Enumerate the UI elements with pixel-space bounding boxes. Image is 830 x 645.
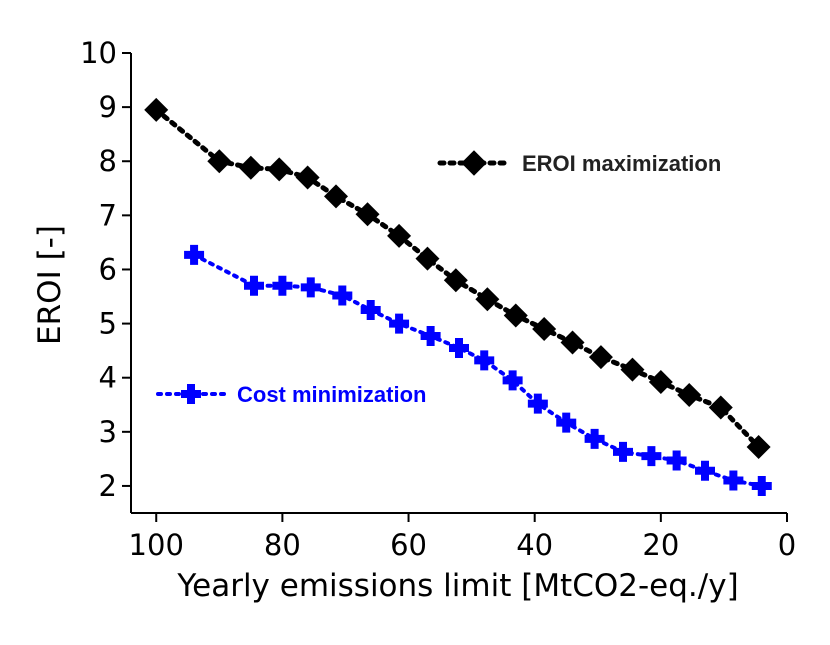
data-point-plus: [332, 285, 353, 306]
legend-cost-label: Cost minimization: [237, 382, 426, 407]
data-point-diamond: [560, 330, 585, 355]
x-tick-label: 100: [129, 528, 184, 562]
data-point-diamond: [588, 345, 613, 370]
data-point-diamond: [267, 157, 292, 182]
y-tick-label: 3: [99, 415, 117, 449]
series-cost-minimization: [184, 244, 772, 496]
series-layer: [144, 97, 772, 496]
data-point-plus: [723, 470, 744, 491]
legend-cost-minimization: Cost minimization: [156, 382, 426, 407]
legend-eroi-label: EROI maximization: [522, 151, 721, 176]
data-point-plus: [272, 275, 293, 296]
data-point-diamond: [324, 184, 348, 209]
y-tick-label: 10: [80, 36, 117, 70]
data-point-plus: [389, 313, 410, 334]
y-tick-label: 9: [99, 90, 117, 124]
data-point-diamond: [415, 246, 440, 271]
data-point-plus: [502, 370, 523, 391]
data-point-plus: [641, 446, 662, 467]
y-tick-label: 8: [99, 144, 117, 178]
legend-cost-plus-marker: [181, 384, 201, 404]
data-point-diamond: [475, 287, 500, 312]
legend-eroi-maximization: EROI maximization: [437, 150, 721, 176]
y-tick-label: 6: [99, 252, 117, 286]
data-point-diamond: [532, 317, 557, 341]
x-tick-label: 0: [778, 528, 796, 562]
y-tick-label: 4: [99, 361, 117, 395]
data-point-diamond: [295, 165, 320, 190]
data-point-plus: [527, 393, 548, 414]
x-axis-label: Yearly emissions limit [MtCO2-eq./y]: [176, 568, 738, 604]
data-point-plus: [556, 412, 577, 433]
data-point-diamond: [648, 370, 673, 395]
data-point-plus: [449, 337, 469, 358]
data-point-diamond: [708, 395, 733, 420]
data-point-plus: [584, 428, 605, 449]
data-point-plus: [695, 460, 715, 481]
data-point-plus: [184, 244, 205, 265]
data-point-diamond: [677, 383, 702, 408]
x-tick-label: 40: [516, 528, 553, 562]
data-point-diamond: [207, 149, 232, 174]
y-axis-label: EROI [-]: [32, 225, 68, 345]
legend-eroi-diamond-marker: [461, 150, 487, 176]
data-point-plus: [666, 450, 687, 471]
data-point-plus: [613, 441, 633, 462]
y-tick-label: 2: [99, 469, 117, 503]
data-point-plus: [474, 350, 495, 371]
data-point-plus: [751, 475, 772, 496]
data-point-diamond: [746, 434, 771, 459]
y-tick-label: 5: [99, 307, 117, 341]
data-point-diamond: [238, 155, 263, 180]
data-point-diamond: [355, 202, 380, 227]
series-eroi-maximization: [144, 97, 771, 459]
y-ticks: 2 3 4 5 6 7 8 9 10: [80, 36, 131, 503]
data-point-plus: [300, 277, 321, 298]
data-point-diamond: [387, 223, 412, 248]
y-tick-label: 7: [99, 198, 117, 232]
x-tick-label: 80: [264, 528, 301, 562]
axes: [130, 53, 787, 514]
data-point-diamond: [443, 268, 468, 293]
x-ticks: 100 80 60 40 20 0: [129, 513, 796, 562]
x-tick-label: 60: [390, 528, 427, 562]
x-tick-label: 20: [642, 528, 679, 562]
data-point-diamond: [144, 97, 169, 122]
data-point-diamond: [620, 357, 645, 382]
data-point-diamond: [503, 303, 528, 328]
data-point-plus: [244, 275, 264, 296]
data-point-plus: [420, 326, 441, 347]
data-point-plus: [360, 300, 381, 321]
